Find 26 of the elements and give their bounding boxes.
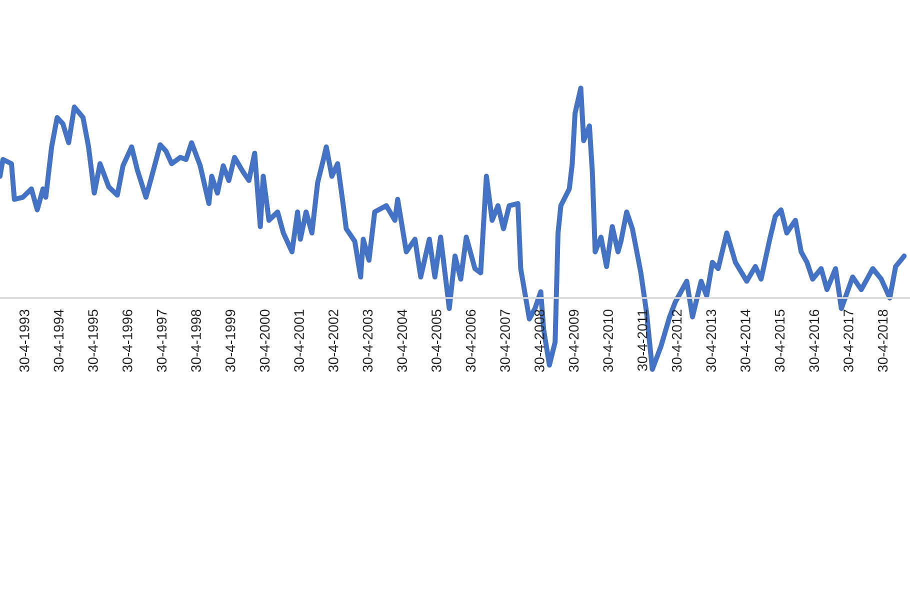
- x-tick-label: 30-4-2015: [774, 310, 785, 372]
- x-tick-label: 30-4-2007: [500, 310, 510, 372]
- x-tick-label: 30-4-1993: [19, 310, 30, 372]
- x-tick-label: 30-4-2003: [362, 310, 373, 372]
- x-tick-label: 30-4-2016: [809, 310, 820, 372]
- x-tick-label: 30-4-2012: [672, 310, 682, 372]
- x-tick-label: 30-4-2005: [432, 310, 442, 372]
- x-tick-label: 30-4-1998: [191, 310, 201, 372]
- x-tick-label: 30-4-2018: [878, 310, 888, 372]
- x-tick-label: 30-4-2011: [637, 310, 648, 371]
- x-tick-label: 30-4-1999: [225, 310, 236, 372]
- x-tick-label: 30-4-1997: [156, 310, 167, 372]
- x-tick-label: 30-4-2009: [568, 310, 579, 372]
- x-tick-label: 30-4-2000: [260, 310, 270, 372]
- x-tick-label: 30-4-2017: [844, 310, 854, 372]
- x-tick-label: 30-4-2006: [466, 310, 476, 372]
- x-tick-label: 30-4-1995: [88, 310, 98, 372]
- x-tick-label: 30-4-2008: [534, 310, 544, 372]
- x-tick-label: 30-4-2001: [294, 310, 304, 372]
- x-tick-label: 30-4-1996: [122, 310, 132, 372]
- x-tick-label: 30-4-2014: [740, 310, 750, 372]
- x-tick-label: 30-4-2013: [706, 310, 716, 372]
- x-tick-label: 30-4-1994: [54, 310, 64, 372]
- x-tick-label: 30-4-2010: [603, 310, 613, 372]
- x-tick-label: 30-4-2002: [328, 310, 338, 372]
- x-tick-label: 30-4-2004: [397, 310, 408, 372]
